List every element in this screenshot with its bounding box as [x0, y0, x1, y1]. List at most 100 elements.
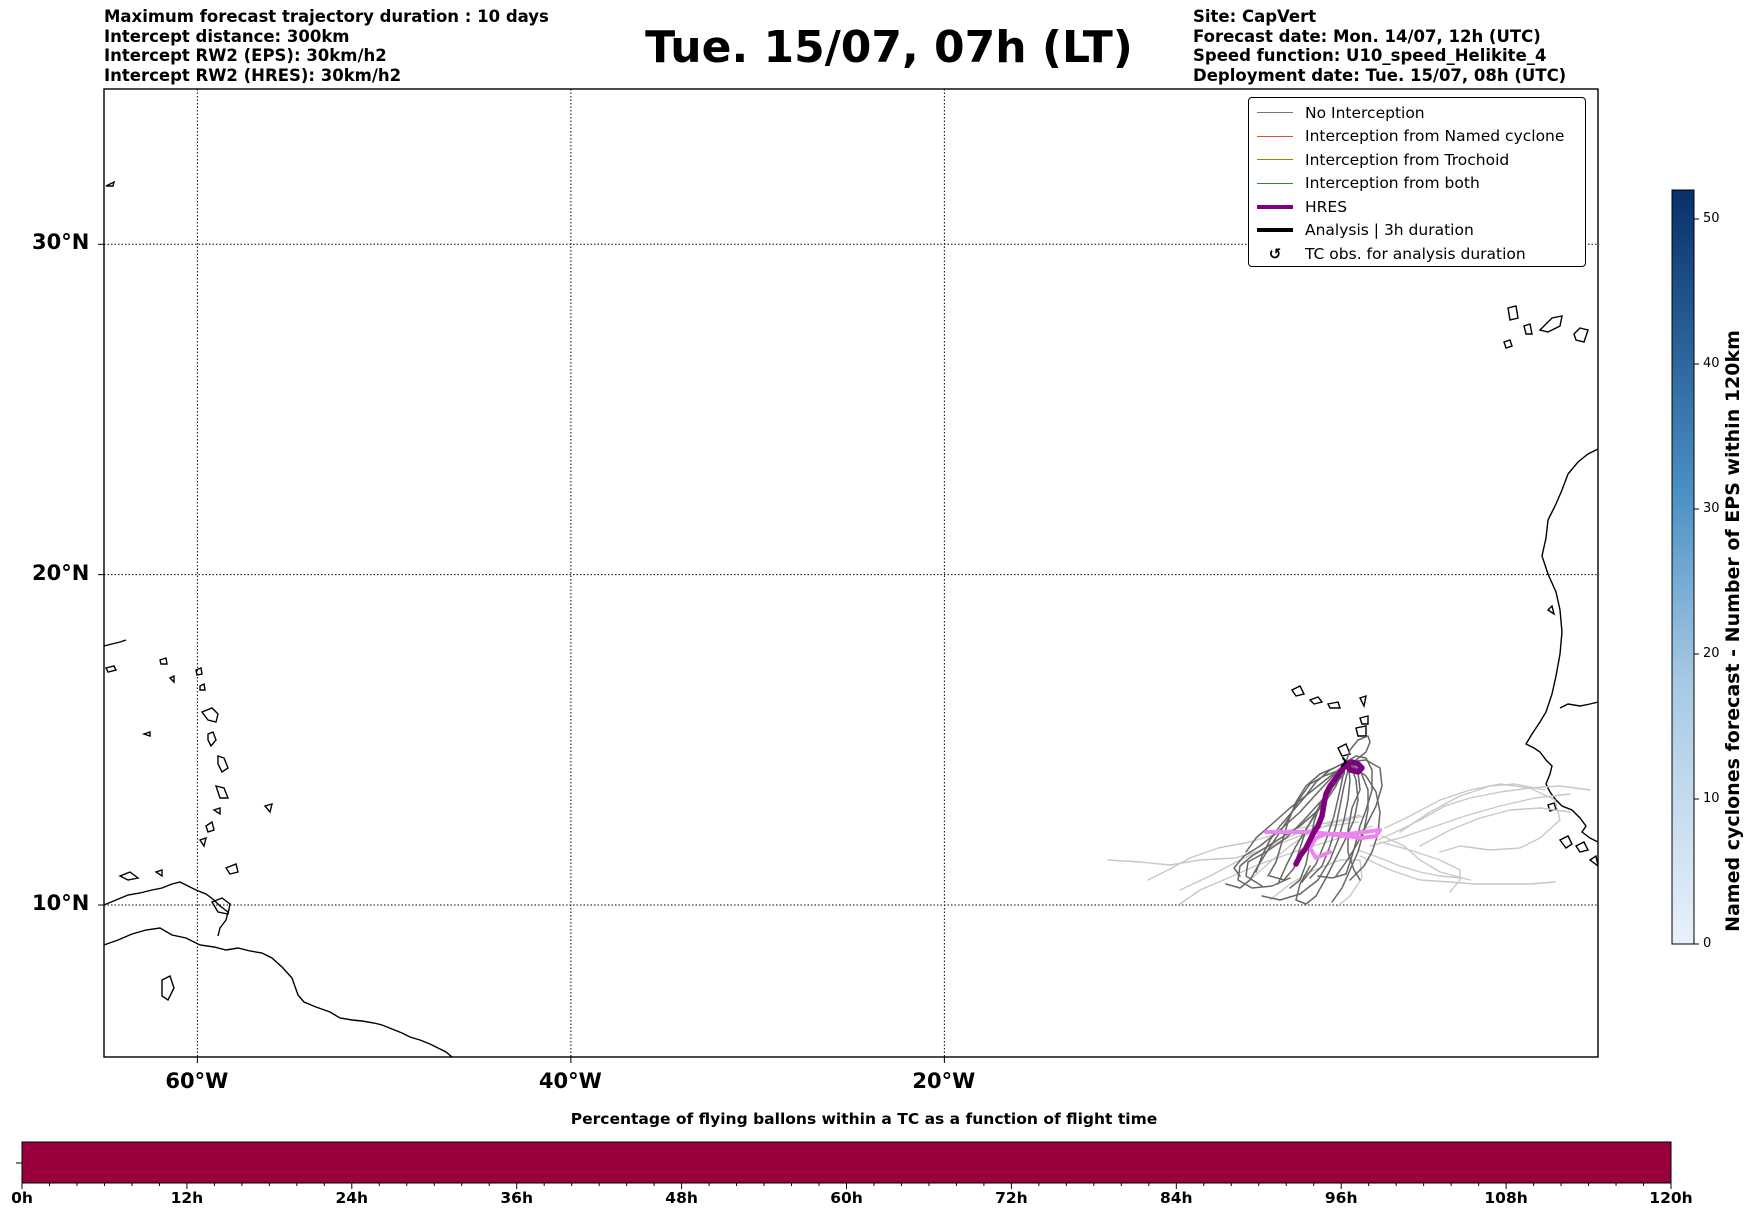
legend-item-no-interception: No Interception — [1249, 101, 1585, 125]
header-line: Maximum forecast trajectory duration : 1… — [104, 7, 549, 26]
legend-label: TC obs. for analysis duration — [1305, 244, 1526, 263]
coastline-island — [105, 180, 116, 187]
coastline-island — [200, 707, 219, 723]
legend-item-both: Interception from both — [1249, 172, 1585, 196]
coastline-island — [205, 820, 215, 833]
legend-label: Interception from Named cyclone — [1305, 127, 1565, 146]
coastline-puerto-rico — [104, 639, 127, 647]
flight-tick-label: 96h — [1324, 1189, 1358, 1207]
colorbar-tick-label: 50 — [1703, 211, 1720, 226]
coastline-island — [168, 674, 175, 684]
flight-tick-label: 36h — [500, 1189, 533, 1207]
legend-label: No Interception — [1305, 103, 1425, 122]
flight-tick-label: 12h — [170, 1189, 204, 1207]
legend-item-hres: HRES — [1249, 195, 1585, 219]
lon-tick-label: 20°W — [912, 1069, 976, 1093]
colorbar-tick-label: 30 — [1703, 501, 1720, 516]
legend: No Interception Interception from Named … — [1248, 97, 1586, 267]
map-title: Tue. 15/07, 07h (LT) — [645, 22, 1133, 73]
flight-time-ticks — [21, 1183, 1672, 1189]
colorbar-tick-label: 40 — [1703, 356, 1720, 371]
eps-trajectories-faded — [1107, 783, 1591, 907]
flight-tick-label: 0h — [11, 1189, 33, 1207]
coastline-island — [199, 682, 206, 691]
analysis-marker — [1341, 757, 1347, 767]
header-info-left: Maximum forecast trajectory duration : 1… — [104, 7, 549, 85]
coastline-venezuela — [104, 881, 229, 937]
coastline-bijagos — [1588, 854, 1598, 867]
flight-tick-label: 108h — [1484, 1189, 1528, 1207]
coastline-south-america — [104, 927, 453, 1057]
header-line: Intercept RW2 (EPS): 30km/h2 — [104, 46, 387, 65]
legend-item-trochoid: Interception from Trochoid — [1249, 148, 1585, 172]
flight-tick-label: 48h — [665, 1189, 698, 1207]
hres-trajectory — [1293, 759, 1365, 867]
coastline-island — [224, 863, 239, 875]
coastline-canary-islands — [1538, 315, 1563, 333]
header-line: Forecast date: Mon. 14/07, 12h (UTC) — [1193, 26, 1541, 46]
coastline-island — [118, 871, 140, 881]
coastline-bijagos — [1558, 835, 1573, 849]
legend-swatch — [1255, 182, 1295, 184]
legend-swatch — [1255, 135, 1295, 137]
header-line: Site: CapVert — [1193, 7, 1317, 26]
coastline-canary-islands — [1507, 305, 1519, 321]
legend-swatch — [1255, 159, 1295, 161]
legend-swatch — [1255, 204, 1295, 209]
flight-tick-label: 120h — [1649, 1189, 1693, 1207]
colorbar-tick-label: 20 — [1703, 646, 1720, 661]
coastline-cabo-verde — [1326, 701, 1341, 709]
legend-label: HRES — [1305, 197, 1348, 216]
coastline-west-africa — [1525, 448, 1598, 843]
coastline-cabo-verde — [1290, 685, 1306, 697]
coastline-island — [159, 657, 168, 665]
lon-tick-label: 40°W — [538, 1069, 602, 1093]
coastline-canary-islands — [1523, 323, 1533, 335]
coastline-cabo-verde — [1308, 696, 1324, 705]
colorbar-tick-label: 0 — [1703, 936, 1712, 951]
lat-tick-label: 20°N — [32, 560, 90, 585]
legend-label: Interception from Trochoid — [1305, 150, 1510, 169]
header-line: Deployment date: Tue. 15/07, 08h (UTC) — [1193, 65, 1567, 85]
coastline-cabo-verde — [1355, 725, 1367, 737]
header-line: Intercept RW2 (HRES): 30km/h2 — [104, 65, 402, 85]
coastline-trinidad — [210, 897, 231, 915]
legend-item-named-cyclone: Interception from Named cyclone — [1249, 125, 1585, 149]
flight-bar-title: Percentage of flying ballons within a TC… — [570, 1110, 1158, 1128]
lat-tick-label: 10°N — [32, 891, 90, 916]
header-line: Speed function: U10_speed_Helikite_4 — [1193, 46, 1547, 65]
flight-tick-label: 60h — [830, 1189, 863, 1207]
header-line: Intercept distance: 300km — [104, 26, 350, 46]
lat-tick-label: 30°N — [32, 230, 90, 255]
flight-tick-label: 72h — [995, 1189, 1028, 1207]
legend-swatch — [1255, 228, 1295, 233]
flight-tick-label: 24h — [335, 1189, 369, 1207]
colorbar-label: Named cyclones forecast - Number of EPS … — [1722, 330, 1744, 932]
coastline-island — [104, 665, 118, 673]
coastline-island — [195, 667, 203, 676]
coastline-canary-islands — [1573, 327, 1589, 343]
colorbar — [1671, 189, 1695, 945]
coastline-island — [1546, 604, 1556, 616]
coastlines — [104, 180, 1598, 1057]
axis-ticks — [98, 243, 945, 1063]
coastline-island — [154, 869, 163, 878]
eps-trajectories — [1225, 735, 1383, 905]
legend-item-tc-obs: ↺ TC obs. for analysis duration — [1249, 242, 1585, 266]
coastline-cabo-verde — [1359, 694, 1367, 709]
trajectories — [1107, 735, 1591, 907]
hres-trajectory-light — [1264, 828, 1382, 860]
legend-swatch: ↺ — [1255, 245, 1295, 263]
gridlines — [104, 89, 1598, 1057]
colorbar-tick-label: 10 — [1703, 791, 1720, 806]
lon-tick-label: 60°W — [165, 1069, 229, 1093]
coastline-island — [207, 731, 217, 748]
cyclone-icon: ↺ — [1268, 244, 1282, 263]
coastline-island — [263, 802, 273, 814]
coastline-canary-islands — [1503, 339, 1513, 349]
coastline-island — [214, 785, 230, 799]
coastline-west-africa-inlet — [1559, 701, 1598, 709]
header-info-right: Site: CapVert Forecast date: Mon. 14/07,… — [1193, 7, 1566, 85]
legend-swatch — [1255, 112, 1295, 114]
